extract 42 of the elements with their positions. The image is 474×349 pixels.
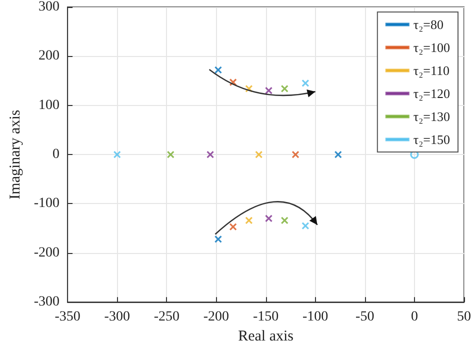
legend-label: τ₂=120 [413,86,450,101]
point [280,216,288,224]
point [214,235,222,243]
legend-label: τ₂=150 [413,132,450,147]
point [245,84,253,92]
point [255,150,263,158]
x-tick-label: -300 [104,310,130,325]
x-tick-label: -350 [54,310,80,325]
point [280,84,288,92]
legend-label: τ₂=100 [413,40,450,55]
point [229,223,237,231]
legend-label: τ₂=130 [413,109,450,124]
y-tick-label: -100 [34,196,60,212]
point [292,150,300,158]
point [113,150,121,158]
legend-label: τ₂=80 [413,17,444,32]
y-tick-label: -300 [34,294,60,310]
y-tick-label: 0 [52,147,60,162]
x-tick-label: -100 [302,310,328,325]
y-tick-label: 300 [38,0,60,14]
x-tick-label: -150 [252,310,279,325]
point [302,79,310,88]
point [264,214,273,222]
point [334,150,342,158]
x-tick-label: -200 [203,310,230,325]
legend-label: τ₂=110 [413,63,450,78]
point [245,216,253,224]
y-tick-label: 100 [38,98,60,113]
x-tick-label: 0 [410,310,418,325]
y-tick-label: -200 [34,245,60,260]
x-tick-label: 50 [457,310,471,325]
point [264,86,273,94]
point [214,66,222,74]
point [206,150,214,158]
point [302,222,310,230]
point [166,150,174,158]
x-axis-title: Real axis [238,328,294,344]
point [229,78,237,86]
x-tick-label: -50 [356,310,374,325]
y-tick-label: 200 [38,48,60,64]
y-axis-title: Imaginary axis [8,110,24,200]
x-tick-label: -250 [154,310,180,325]
